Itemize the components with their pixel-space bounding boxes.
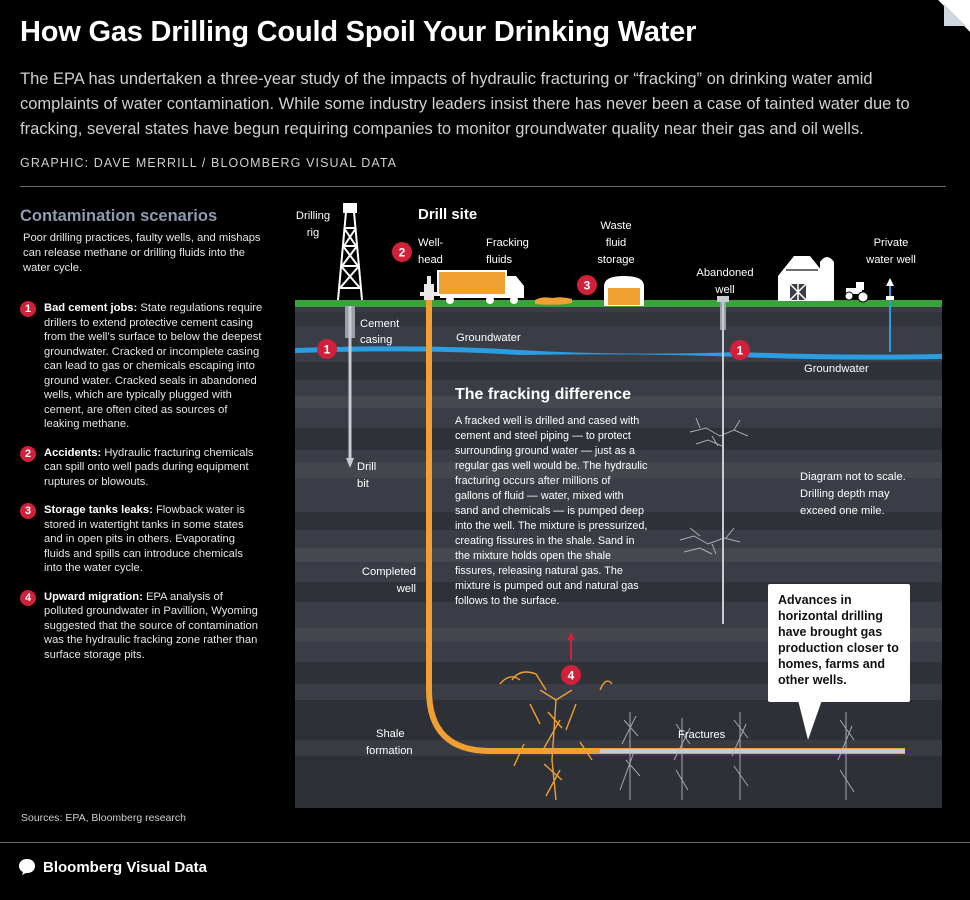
footer-divider — [0, 842, 970, 843]
tractor-icon — [844, 282, 869, 303]
scenario-text: EPA analysis of polluted groundwater in … — [44, 590, 258, 661]
fracking-difference-title: The fracking difference — [455, 386, 631, 403]
page-curl-icon — [938, 0, 970, 32]
wellhead-label: Well-head — [418, 237, 444, 266]
scenario-4: 4 Upward migration: EPA analysis of poll… — [20, 589, 264, 663]
marker-4: 4 — [561, 665, 581, 685]
svg-text:2: 2 — [399, 246, 406, 260]
scenario-text: State regulations require drillers to ex… — [44, 302, 263, 430]
scenario-3: 3 Storage tanks leaks: Flowback water is… — [20, 503, 264, 576]
intro-text: The EPA has undertaken a three-year stud… — [20, 70, 910, 138]
brand-name: Bloomberg Visual Data — [43, 858, 207, 876]
scenario-number: 1 — [20, 301, 36, 317]
private-well-icon — [886, 278, 894, 352]
scenario-text: Flowback water is stored in watertight t… — [44, 504, 245, 574]
footer-brand: Bloomberg Visual Data — [18, 858, 207, 876]
callout-pointer — [798, 700, 822, 740]
groundwater-label-right: Groundwater — [804, 363, 869, 375]
sidebar: Contamination scenarios Poor drilling pr… — [20, 207, 275, 662]
scenario-number: 3 — [20, 503, 36, 519]
scenario-title: Bad cement jobs: — [44, 302, 138, 314]
scenario-title: Accidents: — [44, 446, 102, 459]
private-well-label: Private water well — [865, 237, 916, 266]
marker-3: 3 — [577, 275, 597, 295]
scenario-number: 2 — [20, 445, 36, 462]
upward-arrow-icon — [567, 632, 575, 660]
fracking-truck-icon — [437, 270, 524, 304]
fracking-fluids-label: Fracking fluids — [486, 237, 529, 266]
upward-migration-fractures — [499, 671, 613, 801]
wellhead-icon — [420, 276, 438, 300]
sidebar-lead: Poor drilling practices, faulty wells, a… — [23, 232, 261, 274]
abandoned-well-icon — [717, 296, 729, 624]
drilling-rig-icon — [337, 203, 363, 301]
fracking-difference-body: A fracked well is drilled and cased with… — [455, 415, 650, 607]
sidebar-heading: Contamination scenarios — [20, 207, 218, 225]
farm-barn-icon — [778, 256, 834, 301]
graphic-credit: GRAPHIC: DAVE MERRILL / BLOOMBERG VISUAL… — [20, 156, 398, 170]
marker-1-right: 1 — [730, 340, 750, 360]
storage-tank-icon — [604, 276, 644, 306]
completed-well-pipe — [426, 300, 905, 754]
groundwater-label-left: Groundwater — [456, 332, 521, 344]
drill-bit-label: Drill bit — [357, 461, 376, 490]
scenario-title: Storage tanks leaks: — [44, 504, 153, 516]
shale-cracks — [679, 417, 749, 555]
marker-1-left: 1 — [317, 339, 337, 359]
scenario-text: Hydraulic fracturing chemicals can spill… — [44, 446, 254, 488]
waste-pit — [535, 297, 572, 305]
marker-2: 2 — [392, 242, 412, 262]
sources-note: Sources: EPA, Bloomberg research — [21, 812, 186, 824]
drill-site-label: Drill site — [418, 206, 477, 223]
scenario-title: Upward migration: — [44, 590, 143, 603]
svg-text:3: 3 — [584, 279, 591, 293]
waste-fluid-label: Waste fluid storage — [597, 220, 634, 266]
svg-text:1: 1 — [324, 343, 331, 357]
svg-text:4: 4 — [568, 669, 575, 683]
completed-well-label: Completed well — [362, 566, 416, 595]
groundwater-layer — [295, 346, 942, 360]
abandoned-well-label: Abandoned well — [696, 267, 753, 296]
drill-bit-icon — [346, 458, 354, 468]
svg-text:1: 1 — [737, 344, 744, 358]
cement-casing-label: Cement casing — [360, 318, 400, 346]
drilling-rig-label: Drilling rig — [296, 210, 330, 239]
horizontal-drilling-callout: Advances in horizontal drilling have bro… — [768, 584, 910, 702]
shale-formation-label: Shale formation — [366, 728, 413, 757]
speech-bubble-logo-icon — [19, 859, 35, 875]
scenario-1: 1 Bad cement jobs: State regulations req… — [20, 301, 264, 432]
fracture-lines — [619, 712, 855, 800]
header-divider — [20, 186, 946, 187]
scale-note: Diagram not to scale. Drilling depth may e… — [800, 471, 906, 517]
scenario-2: 2 Accidents: Hydraulic fracturing chemic… — [20, 445, 264, 490]
fractures-label: Fractures — [678, 729, 726, 741]
page-title: How Gas Drilling Could Spoil Your Drinki… — [20, 16, 697, 48]
scenario-number: 4 — [20, 589, 36, 606]
